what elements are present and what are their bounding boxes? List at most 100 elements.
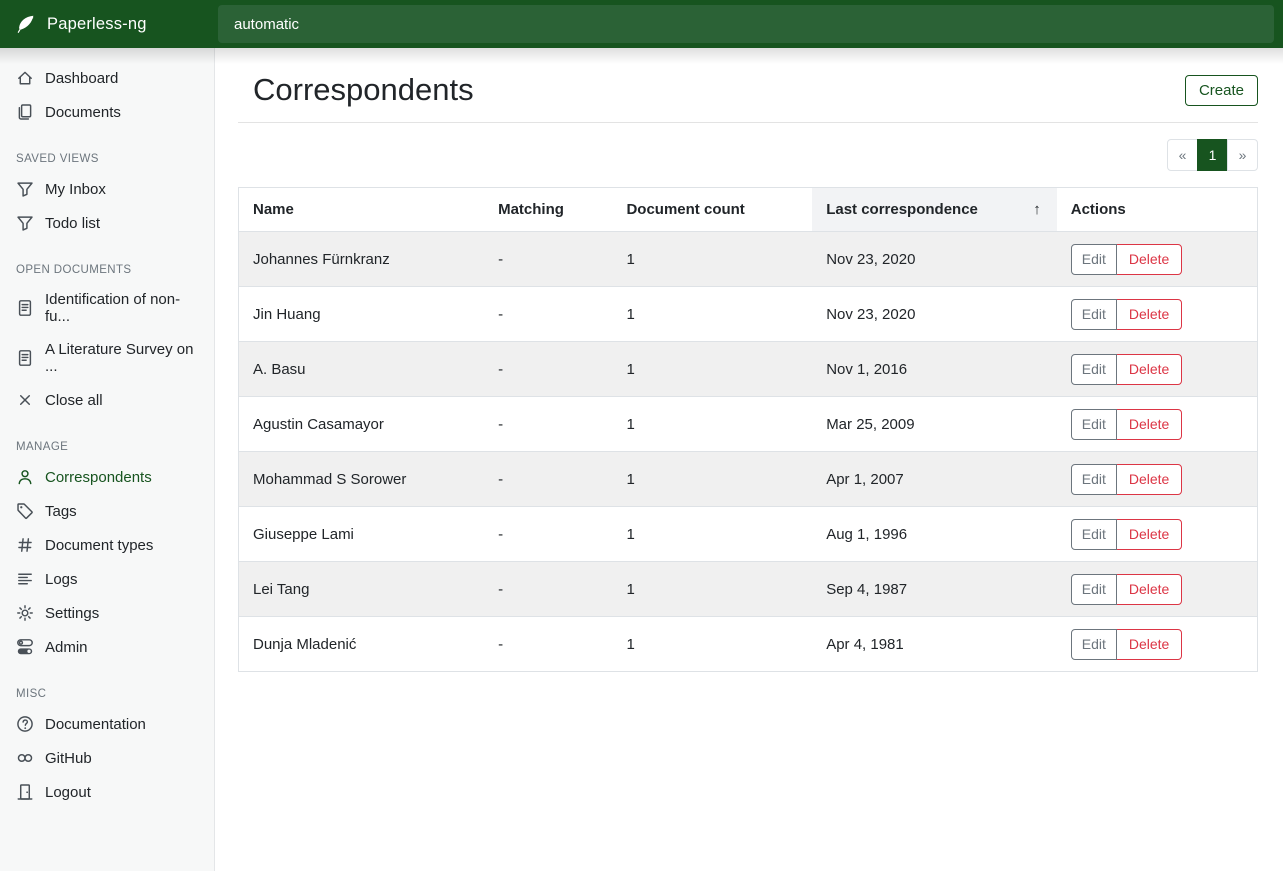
row-name: Agustin Casamayor <box>238 396 485 452</box>
row-actions: Edit Delete <box>1056 341 1258 397</box>
row-actions: Edit Delete <box>1056 286 1258 342</box>
edit-button[interactable]: Edit <box>1070 408 1117 440</box>
sidebar-item-correspondents[interactable]: Correspondents <box>0 460 214 494</box>
pagination-next-button[interactable]: » <box>1227 139 1258 171</box>
sidebar-item-dashboard[interactable]: Dashboard <box>0 61 214 95</box>
edit-button[interactable]: Edit <box>1070 298 1117 330</box>
delete-button[interactable]: Delete <box>1115 463 1183 495</box>
sidebar-item-label: GitHub <box>45 749 92 767</box>
table-row: Lei Tang -1 Sep 4, 1987 Edit Delete <box>238 561 1258 617</box>
main-content: Correspondents Create « 1 » Name Matchin… <box>215 48 1283 871</box>
row-actions: Edit Delete <box>1056 616 1258 672</box>
row-matching: - <box>484 396 613 452</box>
delete-button[interactable]: Delete <box>1115 353 1183 385</box>
sidebar-item-document-types[interactable]: Document types <box>0 528 214 562</box>
sort-ascending-icon: ↑ <box>1033 201 1041 218</box>
sidebar-item-identification-of-non-fu[interactable]: Identification of non-fu... <box>0 283 214 333</box>
sidebar-item-documentation[interactable]: Documentation <box>0 707 214 741</box>
edit-button[interactable]: Edit <box>1070 573 1117 605</box>
sidebar-item-a-literature-survey-on[interactable]: A Literature Survey on ... <box>0 333 214 383</box>
row-name: Giuseppe Lami <box>238 506 485 562</box>
row-name: Dunja Mladenić <box>238 616 485 672</box>
sidebar-item-label: Logs <box>45 570 78 588</box>
delete-button[interactable]: Delete <box>1115 298 1183 330</box>
row-document-count: 1 <box>612 616 813 672</box>
sidebar-item-close-all[interactable]: Close all <box>0 383 214 417</box>
row-matching: - <box>484 451 613 507</box>
sidebar-item-todo-list[interactable]: Todo list <box>0 206 214 240</box>
column-header-actions: Actions <box>1056 187 1258 232</box>
sidebar: Dashboard Documents SAVED VIEWS My Inbox Tod… <box>0 48 215 871</box>
row-last-correspondence: Mar 25, 2009 <box>812 396 1057 452</box>
file-text-icon <box>16 299 34 317</box>
table-row: Giuseppe Lami -1 Aug 1, 1996 Edit Delete <box>238 506 1258 562</box>
row-name: Jin Huang <box>238 286 485 342</box>
column-header-document-count[interactable]: Document count <box>612 187 813 232</box>
row-matching: - <box>484 341 613 397</box>
row-actions: Edit Delete <box>1056 506 1258 562</box>
search-input[interactable] <box>218 5 1274 43</box>
delete-button[interactable]: Delete <box>1115 573 1183 605</box>
funnel-icon <box>16 214 34 232</box>
row-matching: - <box>484 561 613 617</box>
files-icon <box>16 103 34 121</box>
text-left-icon <box>16 570 34 588</box>
app-brand[interactable]: Paperless-ng <box>0 0 215 48</box>
sidebar-item-label: Document types <box>45 536 154 554</box>
sidebar-item-logout[interactable]: Logout <box>0 775 214 809</box>
sidebar-item-my-inbox[interactable]: My Inbox <box>0 172 214 206</box>
sidebar-item-documents[interactable]: Documents <box>0 95 214 129</box>
sidebar-item-admin[interactable]: Admin <box>0 630 214 664</box>
person-icon <box>16 468 34 486</box>
sidebar-item-logs[interactable]: Logs <box>0 562 214 596</box>
row-document-count: 1 <box>612 396 813 452</box>
leaf-logo-icon <box>16 14 36 34</box>
sidebar-item-tags[interactable]: Tags <box>0 494 214 528</box>
correspondents-table: Name Matching Document count Last corres… <box>238 187 1258 672</box>
column-header-matching[interactable]: Matching <box>484 187 613 232</box>
delete-button[interactable]: Delete <box>1115 243 1183 275</box>
row-actions: Edit Delete <box>1056 231 1258 287</box>
row-matching: - <box>484 616 613 672</box>
link-icon <box>16 749 34 767</box>
gear-icon <box>16 604 34 622</box>
title-divider <box>238 122 1258 123</box>
row-matching: - <box>484 506 613 562</box>
app-title: Paperless-ng <box>47 14 147 33</box>
edit-button[interactable]: Edit <box>1070 628 1117 660</box>
row-last-correspondence: Nov 23, 2020 <box>812 286 1057 342</box>
sidebar-item-label: My Inbox <box>45 180 106 198</box>
pagination-prev-button[interactable]: « <box>1167 139 1198 171</box>
row-actions: Edit Delete <box>1056 451 1258 507</box>
sidebar-item-github[interactable]: GitHub <box>0 741 214 775</box>
column-header-last-correspondence[interactable]: Last correspondence ↑ <box>812 187 1057 232</box>
sidebar-nav: Dashboard Documents SAVED VIEWS My Inbox Tod… <box>0 61 214 809</box>
table-row: Mohammad S Sorower -1 Apr 1, 2007 Edit Delet… <box>238 451 1258 507</box>
delete-button[interactable]: Delete <box>1115 628 1183 660</box>
toggles-icon <box>16 638 34 656</box>
page-title: Correspondents <box>253 72 474 107</box>
row-last-correspondence: Nov 1, 2016 <box>812 341 1057 397</box>
edit-button[interactable]: Edit <box>1070 353 1117 385</box>
row-last-correspondence: Apr 1, 2007 <box>812 451 1057 507</box>
sidebar-section-title: MANAGE <box>16 441 69 453</box>
column-header-name[interactable]: Name <box>238 187 485 232</box>
delete-button[interactable]: Delete <box>1115 408 1183 440</box>
row-name: Lei Tang <box>238 561 485 617</box>
file-text-icon <box>16 349 34 367</box>
delete-button[interactable]: Delete <box>1115 518 1183 550</box>
row-document-count: 1 <box>612 561 813 617</box>
search-bar <box>215 0 1283 48</box>
edit-button[interactable]: Edit <box>1070 243 1117 275</box>
edit-button[interactable]: Edit <box>1070 518 1117 550</box>
sidebar-item-settings[interactable]: Settings <box>0 596 214 630</box>
create-button[interactable]: Create <box>1184 74 1258 106</box>
edit-button[interactable]: Edit <box>1070 463 1117 495</box>
pagination-page-1-button[interactable]: 1 <box>1197 139 1228 171</box>
sidebar-item-label: Dashboard <box>45 69 119 87</box>
question-circle-icon <box>16 715 34 733</box>
row-name: Johannes Fürnkranz <box>238 231 485 287</box>
sidebar-item-label: Correspondents <box>45 468 152 486</box>
row-matching: - <box>484 231 613 287</box>
x-icon <box>16 391 34 409</box>
